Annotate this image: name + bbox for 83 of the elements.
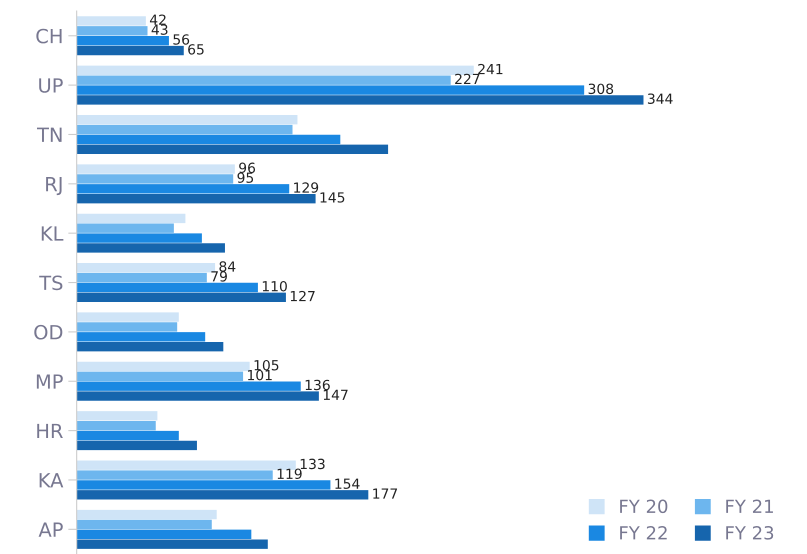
data-label: 136 (306, 380, 330, 390)
data-label: 227 (455, 74, 480, 84)
bar (76, 243, 225, 253)
bar (76, 164, 235, 174)
bar (76, 322, 178, 332)
bar (76, 490, 368, 500)
legend-label: FY 21 (726, 500, 773, 513)
data-label: 79 (211, 271, 227, 282)
bar (76, 460, 296, 470)
bar (76, 174, 234, 184)
legend-label: FY 22 (620, 526, 667, 540)
bar (76, 480, 330, 490)
bar (76, 342, 224, 352)
data-label: 96 (239, 162, 256, 174)
y-tick-label: AP (38, 522, 63, 537)
bar (76, 233, 202, 243)
bar (76, 420, 156, 430)
bar (76, 440, 197, 450)
data-label: 42 (150, 14, 166, 25)
data-label: 65 (188, 44, 204, 55)
data-label: 241 (478, 64, 502, 74)
bar (76, 292, 286, 302)
bar (76, 282, 258, 292)
bar (76, 26, 148, 36)
y-tick-label: TS (39, 275, 62, 290)
data-label: 84 (219, 261, 236, 272)
bar (76, 16, 146, 26)
bar (76, 95, 644, 105)
bar (76, 312, 179, 322)
y-tick-label: OD (34, 324, 62, 340)
bar (76, 184, 290, 194)
bar (76, 362, 250, 372)
y-tick-label: UP (39, 78, 63, 93)
bar (76, 224, 174, 233)
data-label: 129 (294, 182, 318, 193)
bar (76, 263, 216, 272)
y-tick-label: HR (37, 424, 63, 438)
bar (76, 36, 169, 46)
data-label: 101 (248, 370, 272, 380)
bar (76, 382, 301, 391)
y-tick-label: KL (42, 226, 64, 241)
bar (76, 85, 584, 95)
data-label: 95 (237, 172, 254, 183)
bar (76, 66, 474, 75)
data-label: 105 (254, 360, 278, 370)
bar (76, 144, 388, 154)
data-label: 344 (648, 93, 673, 104)
y-tick-label: CH (36, 28, 62, 44)
bar (76, 75, 451, 85)
data-label: 43 (152, 24, 168, 35)
bar (76, 391, 319, 401)
y-tick-label: MP (36, 374, 63, 389)
data-label: 56 (173, 34, 190, 45)
bar (76, 411, 158, 420)
y-tick-label: TN (36, 128, 62, 142)
bar (76, 530, 252, 539)
bar (76, 520, 212, 530)
bar (76, 272, 207, 282)
bar (76, 372, 244, 382)
bar (76, 430, 179, 440)
legend-label: FY 23 (726, 526, 774, 540)
bar (76, 510, 217, 520)
data-label: 145 (320, 192, 344, 203)
y-tick-label: KA (40, 473, 64, 488)
data-label: 308 (588, 84, 614, 94)
data-label: 119 (278, 468, 302, 480)
data-label: 147 (324, 390, 348, 400)
bar (76, 114, 298, 124)
bar (76, 134, 340, 144)
legend-label: FY 20 (620, 500, 668, 514)
data-label: 177 (373, 488, 398, 499)
bar (76, 470, 273, 480)
bar (76, 194, 316, 204)
data-label: 110 (262, 281, 287, 292)
data-label: 133 (300, 458, 325, 470)
bar (76, 332, 206, 342)
data-label: 154 (335, 478, 360, 489)
bar (76, 124, 293, 134)
bar (76, 539, 268, 549)
bar (76, 46, 184, 56)
y-tick-label: RJ (46, 177, 62, 196)
bar (76, 214, 186, 224)
data-label: 127 (290, 290, 315, 302)
